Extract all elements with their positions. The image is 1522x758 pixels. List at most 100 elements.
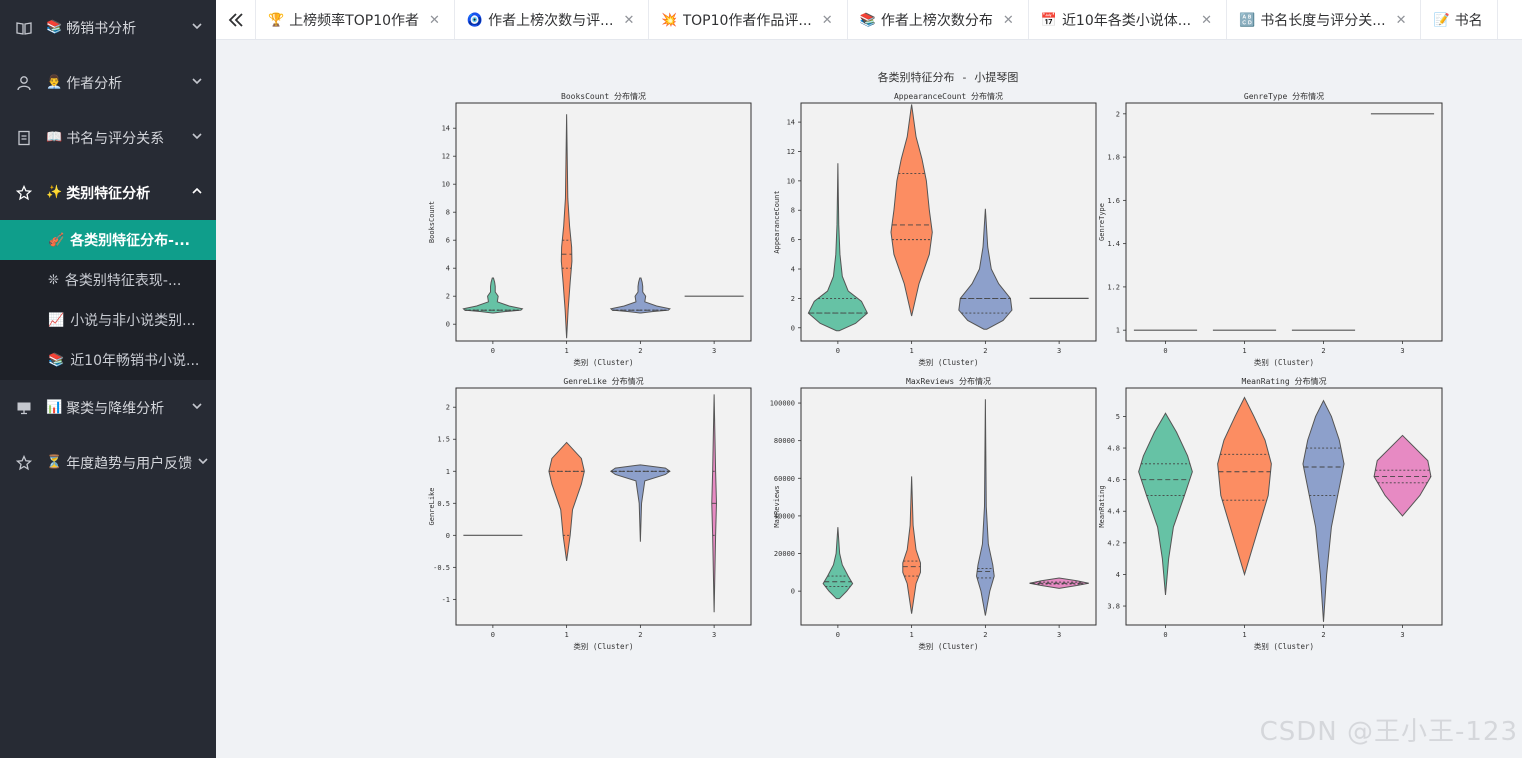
tab-title-length-rating[interactable]: 🔠 书名长度与评分关... ✕ [1227,0,1422,39]
y-tick-label: 20000 [774,550,795,558]
y-tick-label: 2 [1116,110,1120,118]
chevron-down-icon [192,21,202,31]
close-icon[interactable]: ✕ [623,12,635,28]
x-axis-label: 类别 (Cluster) [1254,357,1314,367]
sub-item-feature-performance[interactable]: ❊ 各类别特征表现-... [0,260,216,300]
menu-author-analysis[interactable]: 👨‍💼 作者分析 [0,55,216,110]
sub-item-violin[interactable]: 🎻 各类别特征分布-... [0,220,216,260]
panel-title: AppearanceCount 分布情况 [894,91,1003,101]
y-tick-label: 4 [791,266,795,274]
y-tick-label: 8 [791,207,795,215]
y-tick-label: 0 [446,321,450,329]
close-icon[interactable]: ✕ [1395,12,1407,28]
sub-item-decade-bestsellers[interactable]: 📚 近10年畅销书小说... [0,340,216,380]
x-axis-label: 类别 (Cluster) [918,641,978,651]
sub-item-label: 各类别特征表现-... [64,273,182,289]
y-axis-label: BooksCount [428,201,436,243]
main-content: 各类别特征分布 - 小提琴图 BooksCount 分布情况 BooksCount 类… [216,40,1522,758]
y-tick-label: 8 [446,209,450,217]
panel-frame [455,102,752,342]
menu-emoji: 👨‍💼 [46,75,63,90]
tab-top10-works-rating[interactable]: 💥 TOP10作者作品评... ✕ [649,0,848,39]
violin-0 [807,163,868,332]
tab-decade-fiction[interactable]: 📅 近10年各类小说体... ✕ [1029,0,1228,39]
x-tick-label: 0 [491,347,495,355]
x-axis-label: 类别 (Cluster) [918,357,978,367]
y-tick-label: 2 [791,295,795,303]
close-icon[interactable]: ✕ [1201,12,1213,28]
chevron-up-icon [192,186,202,196]
panel-frame [1125,102,1443,342]
y-tick-label: 4.2 [1107,539,1120,547]
violin-1 [548,441,585,562]
x-axis-label: 类别 (Cluster) [573,357,633,367]
y-tick-label: 4.6 [1107,476,1120,484]
tab-author-count-dist[interactable]: 📚 作者上榜次数分布 ✕ [848,0,1029,39]
books-icon: 📚 [859,12,876,28]
sub-item-label: 各类别特征分布-... [70,233,190,249]
chevron-down-icon [192,76,202,86]
y-tick-label: 1.5 [437,436,450,444]
tab-top10-authors[interactable]: 🏆 上榜频率TOP10作者 ✕ [256,0,455,39]
close-icon[interactable]: ✕ [1002,12,1014,28]
menu-bestseller-analysis[interactable]: 📚 畅销书分析 [0,0,216,55]
menu-label: 年度趋势与用户反馈 [66,455,193,472]
x-tick-label: 3 [712,631,716,639]
document-icon [16,130,32,146]
menu-genre-features[interactable]: ✨ 类别特征分析 [0,165,216,220]
sparkle-icon: ❊ [48,272,59,288]
y-tick-label: 0.5 [437,500,450,508]
x-tick-label: 2 [638,347,642,355]
x-tick-label: 1 [1242,347,1246,355]
submenu-genre-features: 🎻 各类别特征分布-... ❊ 各类别特征表现-... 📈 小说与非小说类别..… [0,220,216,380]
calendar-icon: 📅 [1040,12,1057,28]
tab-label: 作者上榜次数分布 [880,13,993,29]
x-tick-label: 2 [1321,347,1325,355]
y-tick-label: 4.8 [1107,445,1120,453]
y-tick-label: 2 [446,293,450,301]
panel-title: GenreType 分布情况 [1244,91,1324,101]
close-icon[interactable]: ✕ [821,12,833,28]
x-tick-label: 1 [565,631,569,639]
y-tick-label: 10 [442,181,450,189]
violin-icon: 🎻 [48,232,65,248]
sub-item-fiction-nonfiction[interactable]: 📈 小说与非小说类别... [0,300,216,340]
x-axis-label: 类别 (Cluster) [1254,641,1314,651]
tab-author-count-rating[interactable]: 🧿 作者上榜次数与评... ✕ [455,0,650,39]
violin-2 [610,464,671,542]
close-icon[interactable]: ✕ [429,12,440,28]
y-tick-label: 5 [1116,413,1120,421]
menu-label: 作者分析 [66,75,123,92]
panel-title: MeanRating 分布情况 [1242,376,1327,386]
y-tick-label: 6 [791,236,795,244]
y-tick-label: 12 [787,148,795,156]
menu-title-rating[interactable]: 📖 书名与评分关系 [0,110,216,165]
chevron-down-icon [192,401,202,411]
tab-label: TOP10作者作品评... [682,13,812,29]
menu-clustering[interactable]: 📊 聚类与降维分析 [0,380,216,435]
panel-title: GenreLike 分布情况 [563,376,643,386]
x-tick-label: 0 [1163,347,1167,355]
tab-title-partial[interactable]: 📝 书名 [1421,0,1498,39]
x-tick-label: 1 [910,631,914,639]
x-tick-label: 3 [1057,347,1061,355]
violin-2 [609,277,671,314]
x-tick-label: 2 [983,631,987,639]
trophy-icon: 🏆 [268,12,285,28]
y-tick-label: 1.8 [1107,154,1120,162]
tab-label: 书名 [1454,13,1483,29]
violin-2 [976,399,995,616]
memo-icon: 📝 [1433,12,1450,28]
tab-bar: 🏆 上榜频率TOP10作者 ✕ 🧿 作者上榜次数与评... ✕ 💥 TOP10作… [216,0,1522,40]
chart-title: 各类别特征分布 - 小提琴图 [878,70,1019,84]
menu-emoji: 📊 [46,400,63,415]
chevron-down-icon [192,131,202,141]
collapse-sidebar-button[interactable] [216,0,256,39]
star-icon [16,454,32,471]
y-tick-label: 10 [787,177,795,185]
double-chevron-left-icon [228,13,243,27]
x-tick-label: 3 [1400,347,1404,355]
panel-title: BooksCount 分布情况 [561,91,646,101]
tab-label: 作者上榜次数与评... [488,13,614,29]
menu-annual-trend[interactable]: ⏳ 年度趋势与用户反馈 [0,435,216,490]
